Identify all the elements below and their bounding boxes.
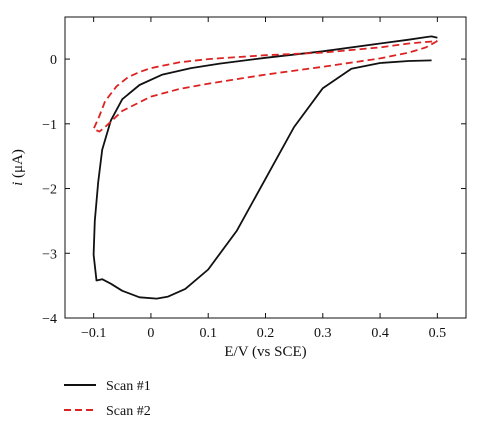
y-tick-label: −3 [42, 247, 57, 262]
series-line-scan-2 [92, 40, 438, 133]
legend-label-scan-2: Scan #2 [106, 404, 151, 419]
y-tick-label: 0 [50, 53, 57, 68]
y-axis-label-unit: (μA) [10, 149, 26, 178]
x-tick-label: 0.4 [371, 326, 389, 341]
legend-label-scan-1: Scan #1 [106, 379, 151, 394]
y-tick-label: −2 [42, 183, 57, 198]
x-tick-label: 0.5 [429, 326, 447, 341]
x-tick-label: 0 [147, 326, 154, 341]
x-tick-label: 0.3 [314, 326, 332, 341]
x-tick-label: −0.1 [81, 326, 106, 341]
y-axis-label: i (μA) [10, 149, 26, 186]
y-tick-label: −1 [42, 118, 57, 133]
legend: Scan #1 Scan #2 [64, 379, 151, 419]
series-layer [92, 35, 438, 300]
x-axis-label: E/V (vs SCE) [224, 344, 306, 360]
series-line-scan-1 [92, 35, 438, 300]
x-axis-ticks: −0.1 0 0.1 0.2 0.3 0.4 0.5 [81, 17, 446, 341]
x-tick-label: 0.2 [257, 326, 275, 341]
y-tick-label: −4 [42, 312, 57, 327]
x-tick-label: 0.1 [199, 326, 217, 341]
y-axis-ticks: −4 −3 −2 −1 0 [42, 53, 466, 327]
y-axis-label-symbol: i [10, 182, 26, 186]
plot-frame [64, 16, 467, 319]
